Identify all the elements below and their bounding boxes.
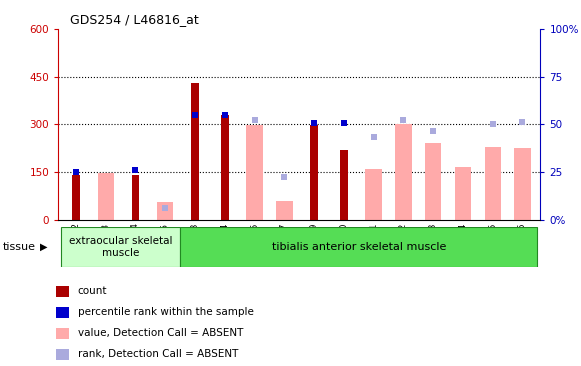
Point (518, 119, 527, 125)
Text: count: count (78, 287, 107, 296)
Point (131, 168, 140, 173)
Bar (61, 227, 180, 267)
Point (369, 134, 378, 140)
Bar (455, 167, 471, 220)
Point (250, 117, 259, 123)
Text: tibialis anterior skeletal muscle: tibialis anterior skeletal muscle (271, 242, 446, 252)
Bar (310, 125, 318, 220)
Bar (340, 150, 347, 220)
Point (488, 122, 497, 127)
Bar (365, 169, 382, 220)
Bar (276, 201, 292, 220)
Bar (485, 147, 501, 220)
Text: percentile rank within the sample: percentile rank within the sample (78, 307, 254, 317)
Text: tissue: tissue (3, 242, 36, 252)
Bar (72, 175, 80, 220)
Point (310, 120, 319, 126)
Bar (514, 148, 530, 220)
Text: GDS254 / L46816_at: GDS254 / L46816_at (70, 13, 199, 26)
Bar (221, 115, 228, 220)
Point (429, 128, 438, 134)
Point (160, 205, 170, 211)
Point (339, 120, 349, 126)
Point (220, 112, 229, 118)
Point (71, 169, 81, 175)
Bar (56, 307, 69, 318)
Bar (56, 349, 69, 360)
Text: rank, Detection Call = ABSENT: rank, Detection Call = ABSENT (78, 349, 238, 359)
Bar (246, 125, 263, 220)
Text: extraocular skeletal
muscle: extraocular skeletal muscle (69, 236, 173, 258)
Text: ▶: ▶ (40, 242, 47, 252)
Bar (132, 175, 139, 220)
Point (399, 117, 408, 123)
Bar (56, 286, 69, 297)
Text: value, Detection Call = ABSENT: value, Detection Call = ABSENT (78, 328, 243, 338)
Bar (425, 143, 442, 220)
Point (191, 112, 200, 118)
Bar (56, 328, 69, 339)
Bar (157, 202, 174, 220)
Bar (98, 173, 114, 220)
Bar (191, 83, 199, 220)
Bar (395, 124, 411, 220)
Bar (180, 227, 537, 267)
Point (279, 174, 289, 180)
